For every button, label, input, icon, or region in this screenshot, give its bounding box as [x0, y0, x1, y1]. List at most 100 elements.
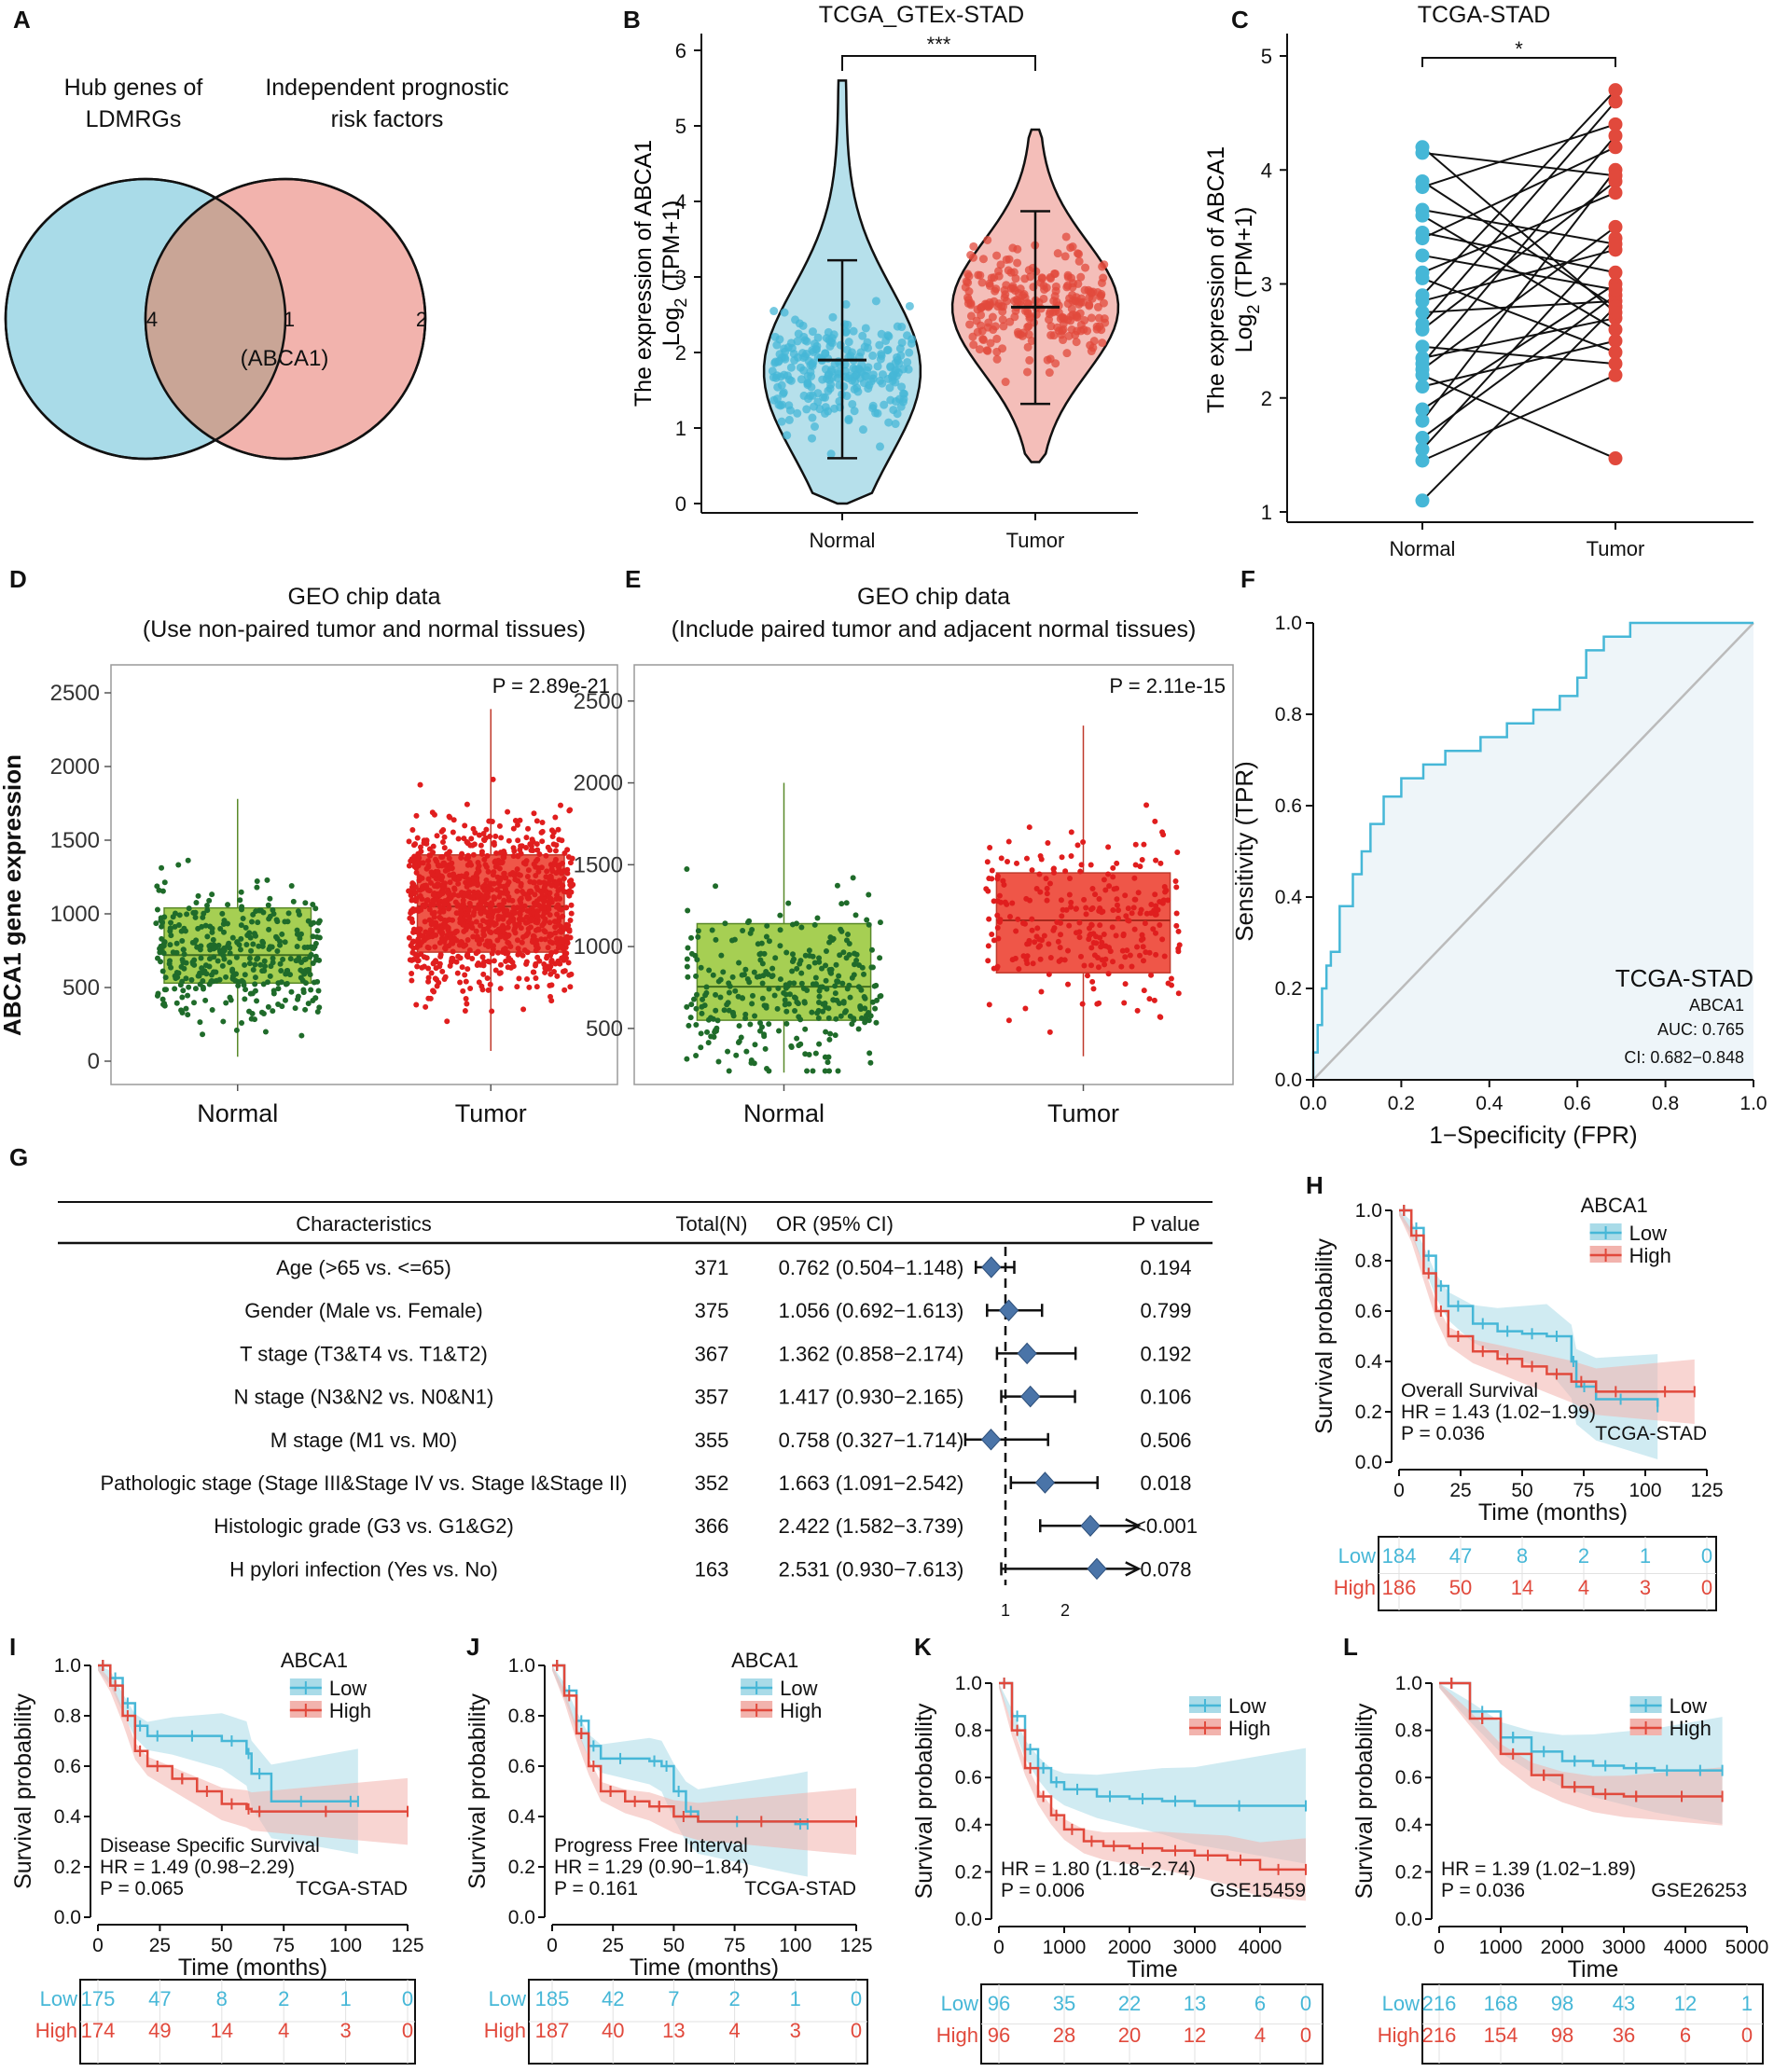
box-point	[202, 962, 209, 969]
box-point	[464, 855, 470, 862]
forest-row-n: 355	[695, 1429, 729, 1452]
violin-point	[848, 399, 857, 408]
box-point	[713, 936, 719, 943]
box-point	[713, 883, 719, 890]
box-point	[1038, 856, 1045, 863]
box-point	[249, 1010, 256, 1016]
box-point	[861, 971, 867, 977]
box-point	[506, 912, 512, 919]
box-point	[758, 940, 765, 946]
box-point	[234, 939, 241, 946]
risk-table-low-value: 13	[1184, 1992, 1206, 2015]
box-point	[853, 951, 860, 958]
box-point	[563, 921, 570, 928]
box-point	[566, 888, 573, 894]
violin-point	[808, 327, 817, 337]
paired-line	[1421, 374, 1616, 462]
violin-point	[1051, 359, 1060, 368]
box-point	[766, 938, 772, 945]
km-xtick-label: 100	[779, 1935, 811, 1956]
box-point	[233, 954, 240, 960]
box-point	[480, 971, 487, 977]
box-point	[495, 949, 502, 956]
box-point	[412, 841, 419, 848]
paired-point-tumor	[1608, 219, 1623, 234]
violin-point	[899, 394, 908, 404]
risk-table-high-value: 40	[602, 2019, 624, 2042]
venn-right-label-2: risk factors	[331, 106, 444, 132]
box-point	[420, 886, 426, 892]
box-point	[786, 991, 793, 998]
box-point	[523, 914, 530, 920]
box-point	[287, 972, 294, 978]
box-point	[431, 909, 437, 916]
box-point	[783, 991, 789, 998]
km-legend-high: High	[1670, 1717, 1712, 1740]
box-point	[1068, 904, 1074, 910]
box-point	[783, 949, 790, 956]
box-point	[1122, 892, 1129, 899]
box-point	[506, 879, 512, 886]
box-point	[789, 951, 796, 958]
paired-point-normal	[1415, 453, 1430, 468]
box-point	[267, 895, 273, 902]
box-point	[1044, 891, 1050, 897]
box-point	[225, 902, 231, 908]
risk-table-low-value: 0	[1701, 1544, 1712, 1568]
box-point	[482, 887, 489, 893]
box-point	[409, 939, 416, 946]
violin-point	[873, 362, 882, 371]
box-point	[310, 901, 316, 907]
box-point	[497, 875, 504, 881]
box-point	[868, 946, 875, 953]
risk-table-low-value: 43	[1613, 1992, 1635, 2015]
box-point	[288, 988, 295, 995]
box-point	[470, 933, 477, 940]
box-point	[497, 914, 504, 920]
box-point	[307, 954, 313, 960]
forest-or-marker	[1017, 1342, 1037, 1365]
risk-table-low-value: 96	[988, 1992, 1010, 2015]
box-point	[754, 974, 760, 980]
violin-point	[841, 299, 851, 309]
paired-point-normal	[1415, 140, 1430, 155]
box-point	[704, 1029, 711, 1035]
box-point	[726, 989, 732, 996]
box-point	[501, 854, 507, 861]
violin-point	[882, 346, 892, 355]
violin-point	[808, 391, 817, 400]
box-point	[816, 993, 823, 1000]
violin-point	[880, 400, 889, 409]
box-point	[478, 936, 485, 943]
risk-table-label-low: Low	[1382, 1992, 1420, 2015]
box-point	[800, 985, 807, 991]
box-point	[274, 947, 281, 954]
box-point	[785, 900, 792, 906]
box-point	[534, 841, 540, 848]
km-xtick-label: 0	[993, 1937, 1005, 1958]
km-ytick-label: 0.4	[1355, 1351, 1383, 1373]
box-point	[1175, 990, 1182, 997]
box-point	[1118, 963, 1125, 970]
box-point	[433, 958, 439, 964]
box-point	[486, 913, 492, 919]
paired-point-tumor	[1608, 451, 1623, 466]
km-ci-band	[552, 1665, 856, 1856]
box-point	[473, 950, 479, 957]
paired-line	[1421, 339, 1616, 388]
box-point	[1099, 909, 1105, 916]
violin-point	[992, 334, 1002, 343]
box-point	[789, 921, 796, 928]
box-point	[316, 918, 323, 924]
box-point	[300, 987, 307, 993]
forest-header-or: OR (95% CI)	[776, 1212, 894, 1236]
box-point	[437, 905, 444, 911]
box-point	[170, 949, 176, 956]
violin-point	[963, 269, 973, 279]
violin-point	[1020, 293, 1030, 302]
violin-point	[828, 312, 838, 322]
violin-point	[818, 375, 827, 384]
box-point	[1134, 1007, 1141, 1014]
box-point	[542, 883, 548, 890]
box-point	[440, 860, 447, 866]
